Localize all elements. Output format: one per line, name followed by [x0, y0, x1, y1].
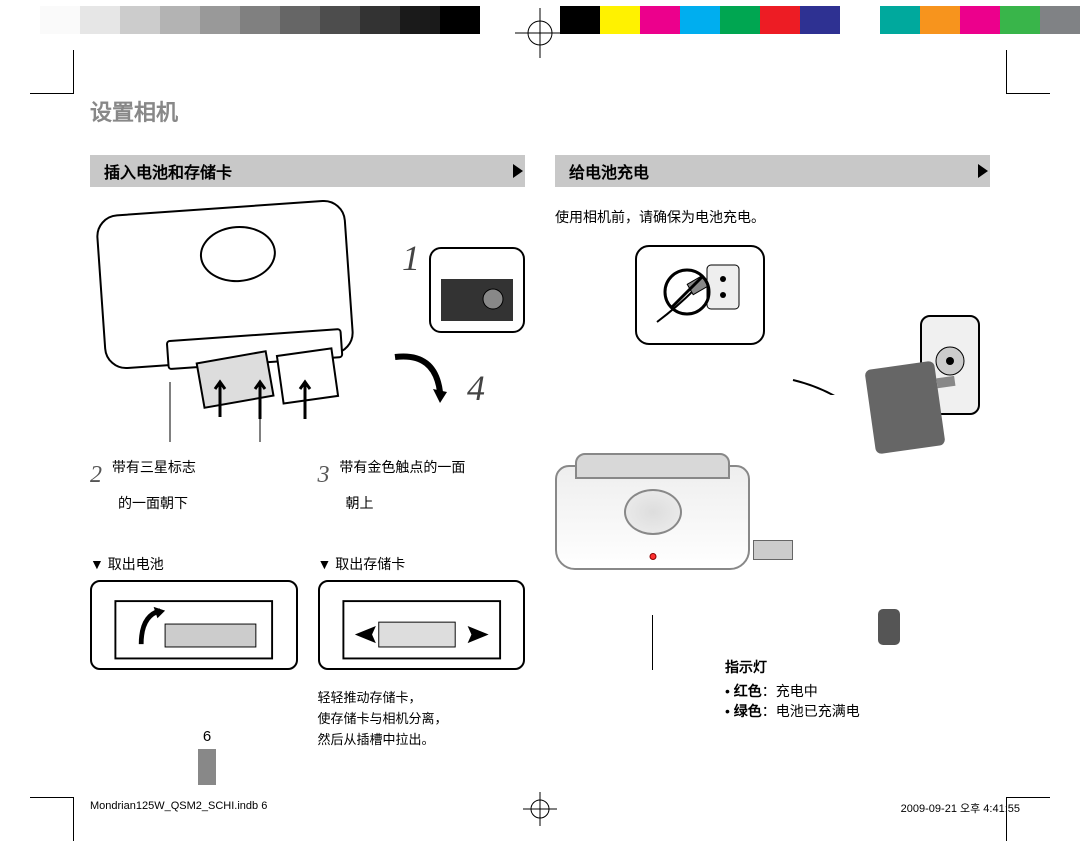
footer-timestamp: 2009-09-21 오후 4:41:55 [901, 800, 1020, 816]
usb-plug-icon [753, 540, 793, 560]
charging-figure [555, 245, 990, 675]
page-content: 设置相机 插入电池和存储卡 [90, 95, 990, 785]
section-heading-insert: 插入电池和存储卡 [90, 155, 525, 187]
section-heading-text: 给电池充电 [569, 159, 649, 183]
page-number: 6 [195, 728, 219, 785]
led-indicator-icon [649, 553, 656, 560]
crop-mark [1006, 50, 1050, 94]
right-column: 给电池充电 使用相机前，请确保为电池充电。 [555, 155, 990, 750]
step-3-number: 3 [318, 462, 330, 488]
led-leader-line [652, 615, 653, 670]
removal-row: ▼ 取出电池 ▼ 取出存储卡 [90, 554, 525, 750]
remove-card: ▼ 取出存储卡 轻轻推动存储卡， 使存储卡与相机分离， 然后从插槽中拉出。 [318, 554, 526, 750]
step-2-line2: 的一面朝下 [118, 495, 188, 511]
power-adapter-icon [864, 361, 945, 455]
warning-no-direct-plug [635, 245, 765, 345]
ferrite-core-icon [878, 609, 900, 645]
legend-red: 红色：充电中 [725, 681, 990, 701]
step-number-1: 1 [402, 237, 420, 279]
remove-card-caption: 轻轻推动存储卡， 使存储卡与相机分离， 然后从插槽中拉出。 [318, 688, 526, 750]
remove-battery-title: ▼ 取出电池 [90, 554, 298, 574]
chevron-right-icon [509, 162, 527, 180]
insert-figure: 1 4 [90, 207, 525, 447]
step-3: 3 带有金色触点的一面 朝上 [318, 457, 526, 514]
step-2: 2 带有三星标志 的一面朝下 [90, 457, 298, 514]
print-footer: Mondrian125W_QSM2_SCHI.indb 6 2009-09-21… [90, 800, 1020, 816]
chevron-right-icon [974, 162, 992, 180]
camera-charging-illustration [555, 465, 750, 570]
charge-intro-text: 使用相机前，请确保为电池充电。 [555, 207, 990, 227]
crop-mark [30, 50, 74, 94]
section-heading-text: 插入电池和存储卡 [104, 159, 232, 183]
remove-battery: ▼ 取出电池 [90, 554, 298, 750]
step-2-line1: 带有三星标志 [112, 459, 196, 475]
crop-mark [30, 797, 74, 841]
section-heading-charge: 给电池充电 [555, 155, 990, 187]
legend-green: 绿色：电池已充满电 [725, 701, 990, 721]
step-2-number: 2 [90, 462, 102, 488]
remove-card-figure [318, 580, 526, 670]
close-cover-arrow-icon [385, 347, 455, 407]
remove-battery-figure [90, 580, 298, 670]
registration-mark-top [515, 8, 565, 58]
leader-lines [130, 382, 330, 452]
page-title: 设置相机 [90, 95, 990, 127]
footer-filename: Mondrian125W_QSM2_SCHI.indb 6 [90, 800, 267, 816]
left-column: 插入电池和存储卡 [90, 155, 525, 750]
step-descriptions: 2 带有三星标志 的一面朝下 3 带有金色触点的一面 朝上 [90, 457, 525, 514]
step-3-line2: 朝上 [346, 495, 374, 511]
step-3-line1: 带有金色触点的一面 [339, 459, 465, 475]
step-number-4: 4 [467, 367, 485, 409]
remove-card-title: ▼ 取出存储卡 [318, 554, 526, 574]
inset-detail-1 [429, 247, 525, 333]
